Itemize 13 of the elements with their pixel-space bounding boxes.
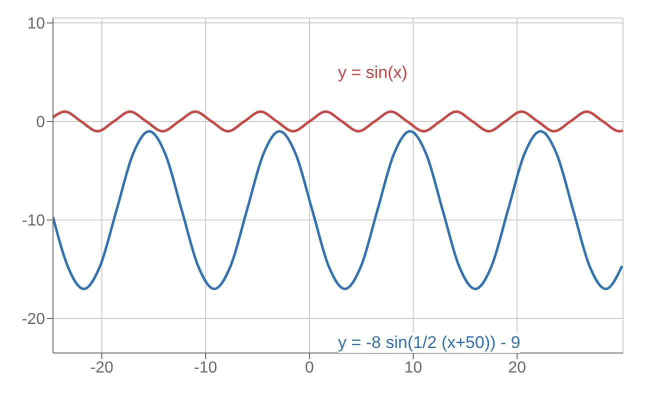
y-tick-label: -20	[22, 311, 46, 328]
x-tick-label: 20	[508, 359, 526, 376]
x-tick-label: 10	[404, 359, 422, 376]
line-series	[53, 110, 623, 133]
y-tick-label: 0	[36, 114, 46, 132]
x-tick-label: -10	[194, 359, 218, 376]
x-tick-label: 0	[304, 359, 314, 376]
y-tick-label: 10	[27, 16, 46, 33]
x-tick-label: -20	[90, 359, 114, 376]
line-series	[53, 130, 623, 290]
y-tick-label: -10	[22, 212, 46, 230]
series-label: y = sin(x)	[338, 63, 408, 83]
text: y = -8 sin(1/2 (x+50)) - 9	[338, 333, 520, 353]
